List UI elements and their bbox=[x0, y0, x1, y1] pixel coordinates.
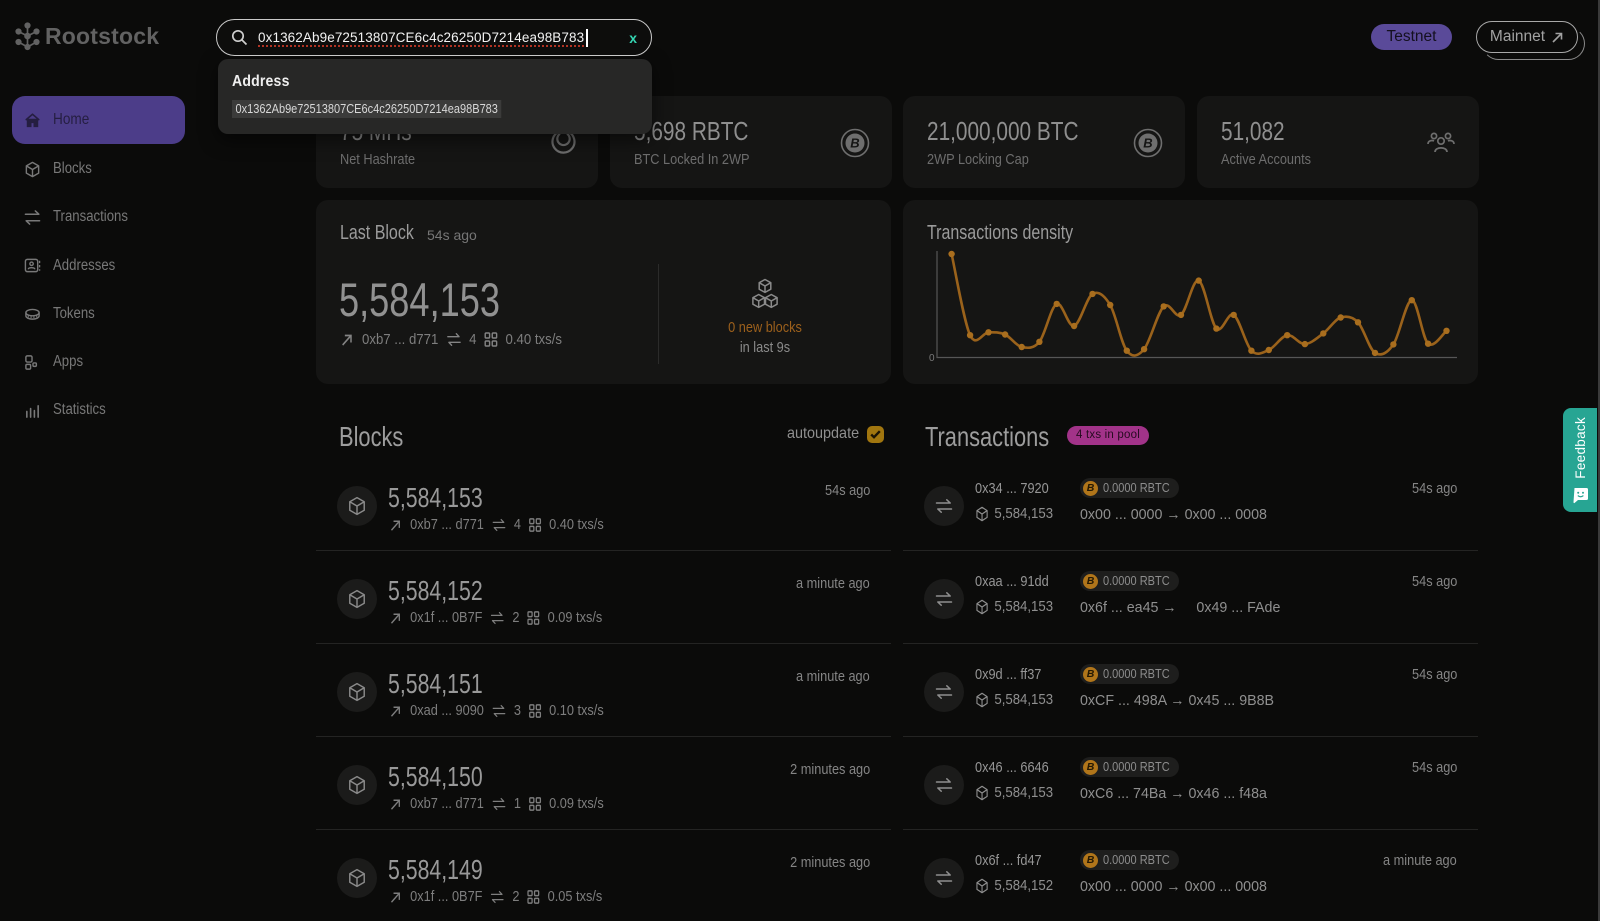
svg-text:B: B bbox=[850, 136, 859, 151]
svg-text:0: 0 bbox=[929, 353, 935, 364]
svg-text:B: B bbox=[1143, 136, 1152, 151]
